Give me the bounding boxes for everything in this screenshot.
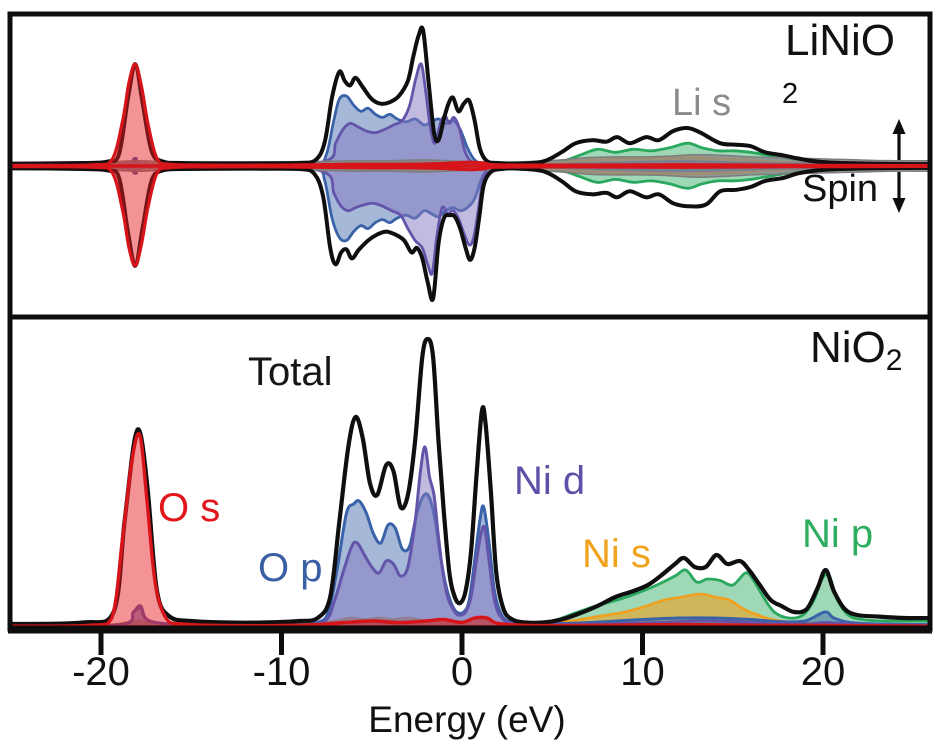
x-tick-label: 10 [620,650,665,694]
bottom-panel-title-subscript: 2 [885,344,903,377]
x-tick-label: 20 [800,650,846,694]
spin-up-arrow-icon [892,119,906,160]
linio2-total-spin-up-curve [12,25,928,167]
spin-label: Spin [802,168,879,210]
legend-ni-d: Ni d [514,459,586,503]
x-tick-label: 0 [450,650,474,694]
spin-down-arrow-icon [892,172,906,213]
x-axis-title: Energy (eV) [368,699,566,740]
legend-total: Total [248,350,333,394]
legend-o-s: O s [158,486,221,530]
bottom-panel-title: NiO2 [810,326,902,376]
x-tick-label: -10 [252,650,311,694]
legend-ni-p: Ni p [802,512,874,556]
bottom-panel-curves [12,336,928,628]
top-panel-title: LiNiO [785,16,896,65]
linio2-o_s-spin-up-curve [12,62,928,168]
nio2-total-curve [12,336,928,627]
top-panel-title-subscript: 2 [782,78,799,110]
bottom-panel-title-text: NiO [810,323,886,372]
legend-li-s: Li s [672,82,732,124]
x-tick-label: -20 [72,650,130,694]
legend-o-p: O p [258,546,323,590]
linio2-total-spin-down-curve [12,165,928,303]
x-axis-ticks [98,633,826,655]
top-panel-curves [12,25,928,303]
legend-ni-s: Ni s [582,532,651,576]
nio2-o_s-curve [12,431,928,628]
